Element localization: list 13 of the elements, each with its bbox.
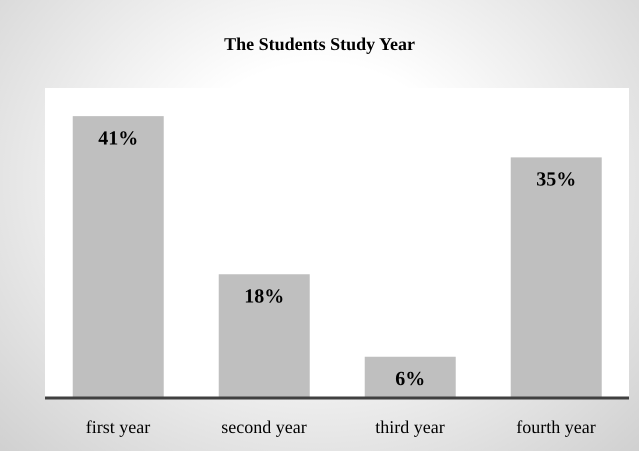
- bar: [510, 157, 602, 398]
- data-label: 35%: [536, 168, 576, 191]
- chart-title: The Students Study Year: [223, 34, 416, 55]
- data-label: 18%: [244, 285, 284, 308]
- bar: [72, 116, 164, 398]
- x-tick-label: third year: [375, 416, 445, 437]
- bar: [364, 356, 456, 398]
- x-tick-label: fourth year: [516, 416, 596, 437]
- data-label: 41%: [98, 127, 138, 150]
- bar: [218, 274, 310, 398]
- x-tick-label: second year: [221, 416, 307, 437]
- x-tick-label: first year: [86, 416, 150, 437]
- data-label: 6%: [395, 368, 426, 390]
